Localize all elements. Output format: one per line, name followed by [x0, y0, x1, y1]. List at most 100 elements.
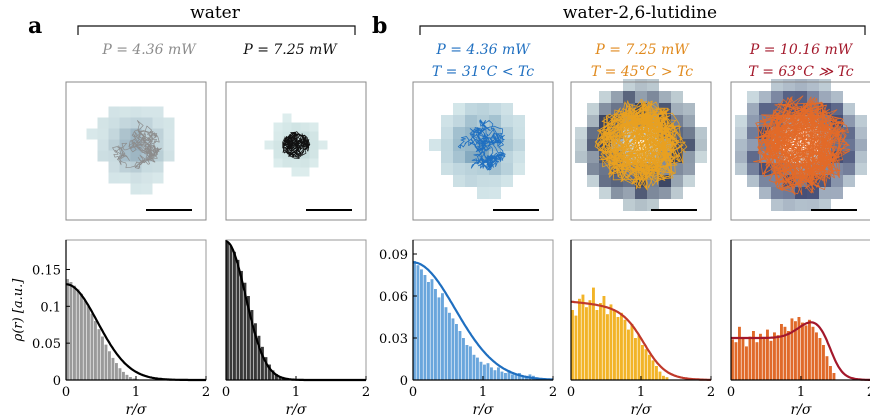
x-tick-label: 1	[292, 385, 300, 400]
trajectory-path	[457, 119, 506, 171]
y-tick-label: 0.06	[379, 290, 408, 305]
histogram-bar	[268, 364, 271, 380]
histogram-bar	[759, 333, 762, 380]
x-tick-label: 0	[222, 385, 230, 400]
histogram-bar	[115, 363, 118, 380]
trajectory-path	[112, 120, 162, 169]
histogram-bar	[493, 370, 497, 380]
histogram-bar	[665, 377, 669, 380]
histogram-chart-5: 0 1 2 r/σ	[727, 239, 870, 418]
histogram-chart-4: 0 1 2 r/σ	[567, 239, 715, 418]
group-label-lutidine: water-2,6-lutidine	[563, 3, 717, 23]
fit-curve	[413, 261, 553, 381]
histogram-bar	[73, 285, 76, 380]
panel-label-a: a	[28, 13, 42, 39]
histogram-bar	[734, 342, 738, 380]
histogram-bar	[815, 332, 818, 380]
histogram-bar	[490, 367, 493, 380]
condition-label-power-l2: P = 7.25 mW	[594, 42, 690, 58]
histogram-bar	[472, 354, 476, 380]
histogram-bar	[769, 340, 773, 380]
x-tick-label: 2	[867, 385, 870, 400]
condition-label-power-l3: P = 10.16 mW	[749, 42, 854, 58]
histogram-bar	[811, 326, 815, 380]
x-tick-label: 0	[62, 385, 70, 400]
trajectory-frame	[412, 81, 554, 221]
histogram-bar	[83, 300, 87, 380]
histogram-bar	[111, 357, 115, 380]
histogram-bar	[752, 331, 755, 380]
histogram-bar	[592, 287, 595, 380]
histogram-bar	[427, 282, 430, 380]
x-axis-label: r/σ	[791, 402, 812, 418]
histogram-bar	[832, 373, 836, 380]
histogram-bar	[658, 371, 662, 380]
condition-label-temp-l1: T = 31°C < Tc	[432, 64, 534, 80]
histogram-bar	[644, 349, 648, 380]
trajectory-path	[753, 95, 851, 196]
trajectory-path	[282, 131, 311, 159]
x-tick-label: 0	[727, 385, 735, 400]
histogram-bar	[662, 375, 665, 380]
group-label-water: water	[190, 3, 241, 23]
histogram-bar	[783, 326, 787, 380]
histogram-bar	[254, 323, 257, 380]
y-tick-label: 0.1	[40, 300, 61, 315]
histogram-chart-3: 0 1 2 r/σ 0 0.03 0.06 0.09	[379, 239, 557, 418]
histogram-bar	[80, 293, 83, 380]
x-axis-label: r/σ	[286, 402, 307, 418]
histogram-bar	[651, 360, 655, 380]
histogram-bar	[416, 265, 420, 380]
trajectory-panel-2	[225, 81, 367, 221]
plot-frame	[730, 239, 870, 381]
condition-label-temp-l2: T = 45°C > Tc	[591, 64, 693, 80]
histogram-bar	[623, 319, 627, 380]
x-tick-label: 2	[362, 385, 370, 400]
condition-label-power-w2: P = 7.25 mW	[242, 42, 338, 58]
histogram-chart-1: 0 1 2 r/σ 0 0.05 0.1 0.15 ρ(r) [a.u.]	[11, 239, 210, 418]
histogram-bar	[122, 371, 125, 380]
histogram-bar	[261, 346, 264, 380]
histogram-bar	[420, 269, 423, 380]
trajectory-panel-5	[730, 79, 870, 221]
condition-label-temp-l3: T = 63°C ≫ Tc	[748, 64, 853, 80]
histogram-bar	[641, 345, 644, 380]
histogram-bar	[804, 325, 808, 380]
group-bracket-lutidine	[419, 25, 866, 35]
histogram-bar	[243, 282, 247, 380]
histogram-bar	[780, 324, 783, 380]
histogram-bar	[94, 321, 97, 380]
histogram-bar	[776, 335, 780, 380]
histogram-bar	[247, 296, 250, 380]
histogram-bar	[229, 245, 233, 380]
trajectory-frame	[570, 81, 712, 221]
histogram-bar	[762, 338, 766, 380]
y-tick-label: 0.05	[32, 337, 61, 352]
x-tick-label: 2	[707, 385, 715, 400]
histogram-bar	[745, 346, 748, 380]
histogram-bar	[500, 371, 504, 380]
histogram-bar	[616, 317, 620, 380]
histogram-bar	[486, 363, 490, 380]
histogram-bar	[731, 339, 734, 380]
trajectory-panel-1	[65, 81, 207, 221]
x-tick-label: 2	[549, 385, 557, 400]
histogram-bar	[233, 251, 236, 380]
histogram-bar	[104, 344, 108, 380]
histogram-bar	[574, 315, 578, 380]
histogram-bar	[118, 368, 122, 380]
histogram-bar	[602, 296, 606, 380]
histogram-bar	[132, 378, 136, 380]
histogram-bar	[521, 375, 525, 380]
histogram-bar	[448, 312, 451, 380]
fit-curve	[570, 300, 711, 381]
trajectory-path	[594, 98, 688, 191]
histogram-bar	[90, 313, 94, 380]
condition-label-power-l1: P = 4.36 mW	[435, 42, 531, 58]
histogram-bar	[108, 351, 111, 380]
histogram-bar	[413, 261, 416, 380]
histogram-bar	[441, 293, 444, 380]
histogram-bar	[236, 259, 240, 380]
histogram-bar	[278, 377, 282, 380]
histogram-bar	[766, 329, 769, 380]
